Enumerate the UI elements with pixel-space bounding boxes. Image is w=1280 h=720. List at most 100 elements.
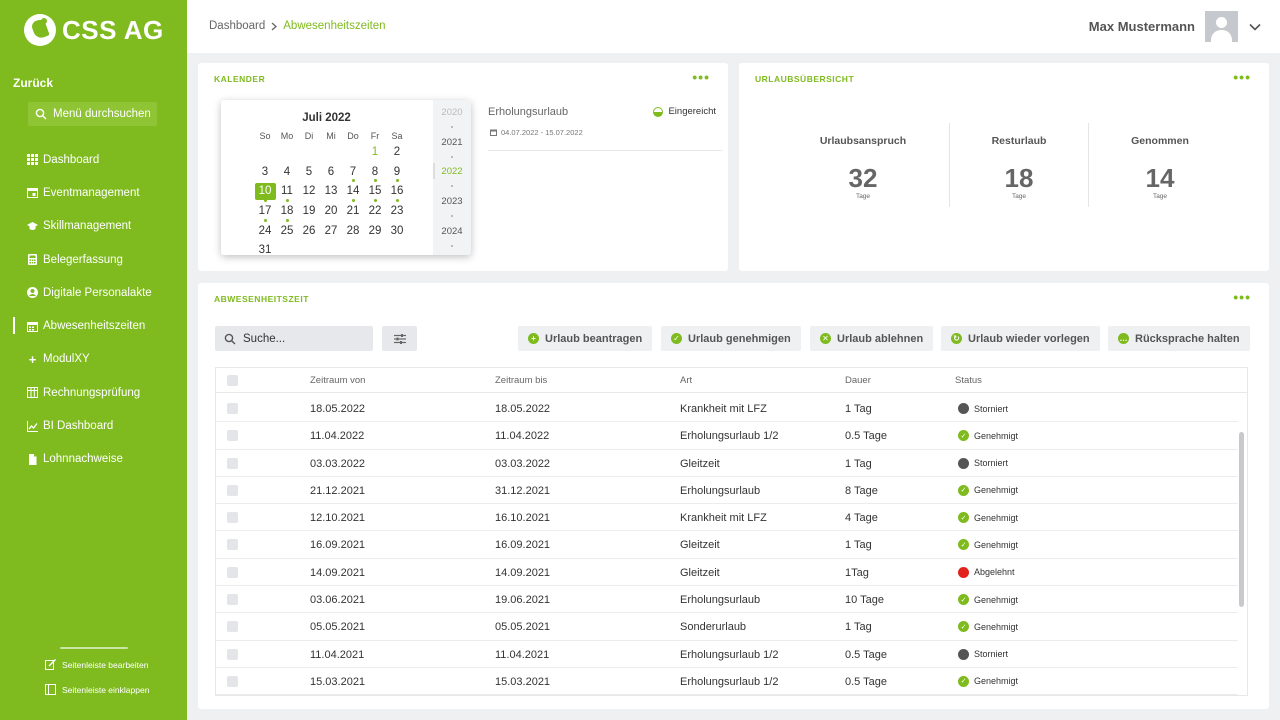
calendar-day[interactable]: 13 (324, 185, 338, 198)
year-item-selected[interactable]: 2022 (441, 166, 463, 177)
urlaub-wieder-vorlegen-button[interactable]: ↻ Urlaub wieder vorlegen (941, 326, 1100, 351)
row-checkbox[interactable] (227, 566, 238, 578)
calendar-day[interactable]: 12 (302, 185, 316, 198)
row-checkbox[interactable] (227, 675, 238, 687)
calendar-day[interactable]: 15 (364, 183, 386, 203)
row-checkbox[interactable] (227, 457, 238, 469)
row-checkbox[interactable] (227, 512, 238, 524)
menu-search-button[interactable]: Menü durchsuchen (28, 102, 157, 126)
cell-dauer: 1Tag (845, 566, 869, 579)
column-header[interactable]: Dauer (845, 375, 871, 386)
grid-icon (27, 154, 38, 166)
chevron-down-icon[interactable] (1248, 22, 1262, 32)
row-checkbox[interactable] (227, 648, 238, 660)
sidebar-item-modulxy[interactable]: + ModulXY (0, 343, 187, 376)
event-entry[interactable]: Erholungsurlaub Eingereicht 04.07.2022 -… (488, 100, 722, 151)
sidebar-item-bi-dashboard[interactable]: BI Dashboard (0, 409, 187, 442)
calendar-day[interactable]: 4 (283, 165, 291, 178)
row-checkbox[interactable] (227, 594, 238, 606)
table-row[interactable]: 12.10.2021 16.10.2021 Krankheit mit LFZ 4 T… (216, 504, 1238, 532)
calendar-day[interactable]: 6 (327, 165, 335, 178)
sidebar-item-dashboard[interactable]: Dashboard (0, 143, 187, 176)
table-row[interactable]: 14.09.2021 14.09.2021 Gleitzeit 1Tag Abgeleh… (216, 559, 1238, 587)
year-item[interactable]: 2023 (441, 196, 463, 207)
calendar-day[interactable]: 1 (371, 146, 379, 158)
calendar-day[interactable]: 19 (302, 205, 316, 218)
table-row[interactable]: 18.05.2022 18.05.2022 Krankheit mit LFZ 1 T… (216, 395, 1238, 423)
table-row[interactable]: 21.12.2021 31.12.2021 Erholungsurlaub 8 Tag… (216, 477, 1238, 505)
calendar-day[interactable]: 23 (390, 205, 404, 218)
calendar-day[interactable]: 9 (386, 164, 408, 184)
calendar-day[interactable]: 3 (261, 165, 269, 178)
sidebar-item-skillmanagement[interactable]: Skillmanagement (0, 210, 187, 243)
year-item[interactable]: 2021 (441, 137, 463, 148)
sidebar-item-eventmanagement[interactable]: Eventmanagement (0, 176, 187, 209)
urlaub-ablehnen-button[interactable]: ✕ Urlaub ablehnen (810, 326, 934, 351)
more-icon[interactable]: ••• (692, 69, 710, 85)
ruecksprache-halten-button[interactable]: … Rücksprache halten (1108, 326, 1250, 351)
sidebar-item-rechnungspruefung[interactable]: Rechnungsprüfung (0, 376, 187, 409)
filter-button[interactable] (382, 326, 417, 351)
status-label: Genehmigt (974, 430, 1019, 441)
year-item[interactable]: 2020 (441, 107, 463, 118)
sidebar-collapse-button[interactable]: Seitenleiste einklappen (45, 684, 149, 695)
divider (1088, 123, 1089, 207)
table-row[interactable]: 16.09.2021 16.09.2021 Gleitzeit 1 Tag ✓ Geneh… (216, 531, 1238, 559)
calendar-day[interactable]: 17 (254, 203, 276, 223)
logo[interactable]: CSS AG (24, 14, 164, 46)
back-link[interactable]: Zurück (13, 76, 54, 90)
urlaub-genehmigen-button[interactable]: ✓ Urlaub genehmigen (661, 326, 801, 351)
calendar-day[interactable]: 26 (302, 224, 316, 237)
row-checkbox[interactable] (227, 539, 238, 551)
column-header[interactable]: Art (680, 375, 693, 386)
row-checkbox[interactable] (227, 621, 238, 633)
calendar-day[interactable]: 20 (324, 205, 338, 218)
table-row[interactable]: 15.03.2021 15.03.2021 Erholungsurlaub 1/2 0… (216, 668, 1238, 695)
more-icon[interactable]: ••• (1233, 289, 1251, 305)
sidebar-item-lohnnachweise[interactable]: Lohnnachweise (0, 443, 187, 476)
search-input[interactable] (243, 332, 363, 345)
calendar-day[interactable]: 27 (324, 224, 338, 237)
table-scrollbar[interactable] (1239, 432, 1244, 607)
calendar-day[interactable]: 8 (364, 164, 386, 184)
calendar-day[interactable]: 2 (393, 146, 401, 158)
table-row[interactable]: 11.04.2022 11.04.2022 Erholungsurlaub 1/2 0… (216, 422, 1238, 450)
calendar-day[interactable]: 7 (342, 164, 364, 184)
avatar[interactable] (1205, 11, 1238, 42)
calendar-day[interactable]: 21 (346, 205, 360, 218)
sidebar-item-personalakte[interactable]: Digitale Personalakte (0, 276, 187, 309)
column-header[interactable]: Status (955, 375, 982, 386)
calendar-day[interactable]: 11 (276, 183, 298, 203)
user-menu[interactable]: Max Mustermann (1089, 11, 1262, 42)
more-icon[interactable]: ••• (1233, 69, 1251, 85)
sidebar-item-abwesenheitszeiten[interactable]: Abwesenheitszeiten (0, 309, 187, 342)
column-header[interactable]: Zeitraum bis (495, 375, 548, 386)
year-scroll-indicator (433, 163, 435, 179)
calendar-day-selected[interactable]: 10 (254, 183, 276, 203)
calendar-day[interactable]: 28 (346, 224, 360, 237)
row-checkbox[interactable] (227, 430, 238, 442)
sidebar-edit-button[interactable]: Seitenleiste bearbeiten (45, 659, 148, 670)
calendar-day[interactable]: 14 (342, 183, 364, 203)
calendar-day[interactable]: 30 (390, 224, 404, 237)
sidebar-item-belegerfassung[interactable]: Belegerfassung (0, 243, 187, 276)
calendar-day[interactable]: 16 (386, 183, 408, 203)
calendar-day[interactable]: 29 (368, 224, 382, 237)
calendar-day[interactable]: 18 (276, 203, 298, 223)
calendar-day[interactable]: 31 (258, 244, 272, 257)
calendar-day[interactable]: 24 (258, 224, 272, 237)
column-header[interactable]: Zeitraum von (310, 375, 366, 386)
table-row[interactable]: 05.05.2021 05.05.2021 Sonderurlaub 1 Tag ✓ Ge… (216, 613, 1238, 641)
table-row[interactable]: 11.04.2021 11.04.2021 Erholungsurlaub 1/2 0… (216, 641, 1238, 668)
calendar-day[interactable]: 25 (280, 224, 294, 237)
year-item[interactable]: 2024 (441, 226, 463, 237)
row-checkbox[interactable] (227, 484, 238, 496)
row-checkbox[interactable] (227, 403, 238, 414)
select-all-checkbox[interactable] (227, 375, 238, 386)
urlaub-beantragen-button[interactable]: + Urlaub beantragen (518, 326, 653, 351)
calendar-day[interactable]: 22 (368, 205, 382, 218)
calendar-day[interactable]: 5 (305, 165, 313, 178)
table-row[interactable]: 03.03.2022 03.03.2022 Gleitzeit 1 Tag Storni… (216, 450, 1238, 477)
breadcrumb-root[interactable]: Dashboard (209, 20, 266, 32)
table-row[interactable]: 03.06.2021 19.06.2021 Erholungsurlaub 10 Ta… (216, 586, 1238, 614)
